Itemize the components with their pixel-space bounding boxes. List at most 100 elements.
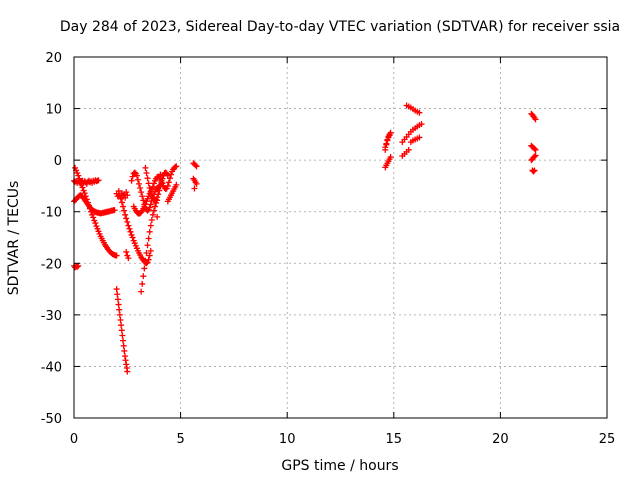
x-tick-label: 5	[176, 432, 184, 447]
series-arc-P	[190, 160, 200, 192]
data-point	[76, 175, 83, 182]
data-point	[124, 219, 131, 226]
data-point	[416, 109, 423, 116]
data-point	[111, 207, 118, 214]
data-point	[79, 184, 86, 191]
data-point	[143, 170, 150, 177]
data-point	[149, 211, 156, 218]
data-point	[118, 322, 125, 329]
data-point	[142, 164, 149, 171]
data-point	[147, 247, 154, 254]
data-point	[382, 144, 389, 151]
data-point	[121, 207, 128, 214]
data-point	[124, 192, 131, 199]
series-arc-C	[71, 192, 118, 217]
data-point	[532, 152, 539, 159]
data-point	[123, 189, 130, 196]
series-arc-O	[154, 170, 168, 220]
data-point	[164, 182, 171, 189]
data-point	[113, 252, 120, 259]
data-point	[124, 368, 131, 375]
data-point	[115, 301, 122, 308]
y-tick-label: -20	[41, 257, 62, 272]
data-point	[118, 327, 125, 334]
data-point	[126, 225, 133, 232]
data-point	[193, 180, 200, 187]
data-point	[138, 189, 145, 196]
data-point	[145, 256, 152, 263]
y-axis-label: SDTVAR / TECUs	[6, 181, 22, 296]
data-point	[119, 332, 126, 339]
data-point	[140, 273, 147, 280]
data-point	[125, 255, 132, 262]
data-point	[157, 171, 164, 178]
data-point	[147, 189, 154, 196]
grid-lines	[74, 57, 607, 418]
data-point	[139, 280, 146, 287]
data-point	[166, 175, 173, 182]
data-point	[123, 248, 130, 255]
series-arc-M	[150, 163, 180, 193]
series-arc-S	[528, 110, 539, 175]
y-tick-label: 0	[54, 154, 62, 169]
data-point	[129, 234, 136, 241]
data-point	[156, 187, 163, 194]
data-point	[117, 317, 124, 324]
data-point	[137, 184, 144, 191]
y-tick-label: -40	[41, 360, 62, 375]
data-point	[136, 180, 143, 187]
data-point	[75, 262, 82, 269]
data-points	[71, 102, 539, 375]
data-point	[155, 191, 162, 198]
series-arc-G	[113, 286, 131, 375]
chart-title: Day 284 of 2023, Sidereal Day-to-day VTE…	[60, 19, 620, 35]
data-point	[154, 194, 161, 201]
data-point	[115, 188, 122, 195]
data-point	[133, 172, 140, 179]
data-point	[144, 242, 151, 249]
data-point	[138, 288, 145, 295]
data-point	[120, 337, 127, 344]
y-tick-label: -50	[41, 412, 62, 427]
data-point	[192, 162, 199, 169]
data-point	[149, 183, 156, 190]
data-point	[139, 193, 146, 200]
data-point	[128, 177, 135, 184]
data-point	[120, 342, 127, 349]
data-point	[75, 172, 82, 179]
data-point	[146, 184, 153, 191]
data-point	[141, 265, 148, 272]
data-point	[125, 222, 132, 229]
data-point	[168, 171, 175, 178]
series-arc-H	[123, 248, 132, 262]
data-point	[405, 146, 412, 153]
x-tick-label: 25	[599, 432, 616, 447]
data-point	[114, 296, 121, 303]
data-point	[152, 203, 159, 210]
series-arc-N	[164, 181, 180, 205]
x-tick-label: 20	[492, 432, 509, 447]
x-axis-label: GPS time / hours	[281, 458, 398, 474]
data-point	[161, 170, 168, 177]
data-point	[122, 211, 129, 218]
data-point	[384, 136, 391, 143]
series-arc-R	[399, 102, 425, 160]
y-tick-label: -10	[41, 206, 62, 221]
data-point	[173, 163, 180, 170]
y-tick-label: 20	[45, 51, 62, 66]
data-point	[531, 153, 538, 160]
data-point	[140, 197, 147, 204]
data-point	[121, 347, 128, 354]
series-arc-Q	[382, 129, 394, 171]
data-point	[146, 252, 153, 259]
data-point	[532, 146, 539, 153]
data-point	[152, 197, 159, 204]
data-point	[113, 286, 120, 293]
data-point	[144, 175, 151, 182]
data-point	[173, 181, 180, 188]
data-point	[531, 167, 538, 174]
data-point	[146, 204, 153, 211]
x-tick-label: 0	[70, 432, 78, 447]
